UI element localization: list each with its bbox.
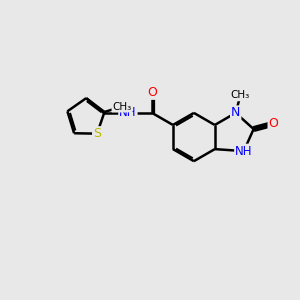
- Text: NH: NH: [235, 145, 253, 158]
- Text: O: O: [268, 117, 278, 130]
- Text: NH: NH: [119, 106, 137, 119]
- Text: CH₃: CH₃: [231, 90, 250, 100]
- Text: N: N: [231, 106, 240, 119]
- Text: O: O: [147, 86, 157, 99]
- Text: CH₃: CH₃: [112, 102, 132, 112]
- Text: S: S: [93, 127, 101, 140]
